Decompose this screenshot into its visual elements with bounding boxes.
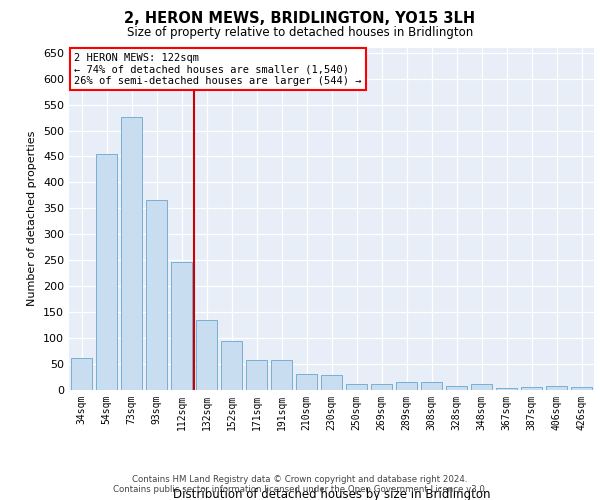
Text: Contains HM Land Registry data © Crown copyright and database right 2024.
Contai: Contains HM Land Registry data © Crown c… [113,474,487,494]
Text: 2 HERON MEWS: 122sqm
← 74% of detached houses are smaller (1,540)
26% of semi-de: 2 HERON MEWS: 122sqm ← 74% of detached h… [74,52,362,86]
Bar [346,384,367,390]
Bar [421,382,442,390]
Bar [296,374,317,390]
Text: Size of property relative to detached houses in Bridlington: Size of property relative to detached ho… [127,26,473,39]
Bar [571,388,592,390]
Bar [171,262,192,390]
Y-axis label: Number of detached properties: Number of detached properties [28,131,37,306]
Bar [321,376,342,390]
Bar [246,360,267,390]
Bar [221,340,242,390]
Bar [271,360,292,390]
X-axis label: Distribution of detached houses by size in Bridlington: Distribution of detached houses by size … [173,488,490,500]
Bar [71,358,92,390]
Text: 2, HERON MEWS, BRIDLINGTON, YO15 3LH: 2, HERON MEWS, BRIDLINGTON, YO15 3LH [124,11,476,26]
Bar [496,388,517,390]
Bar [396,382,417,390]
Bar [446,386,467,390]
Bar [146,200,167,390]
Bar [471,384,492,390]
Bar [546,386,567,390]
Bar [371,384,392,390]
Bar [196,320,217,390]
Bar [121,116,142,390]
Bar [96,154,117,390]
Bar [521,388,542,390]
